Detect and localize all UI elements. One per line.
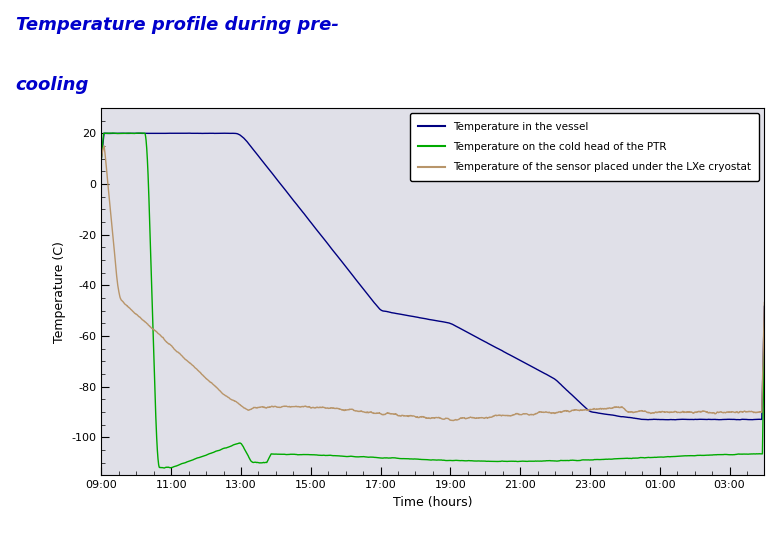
Temperature in the vessel (380, 308, 389, 314)
Temperature in the vessel (97, 154, 106, 161)
Temperature in the vessel (351, 276, 360, 283)
Temperature in the vessel (760, 303, 769, 309)
Temperature on the cold head of the PTR (675, 453, 685, 460)
Temperature of the sensor placed under the LXe cryostat (172, 349, 182, 355)
Temperature in the vessel (172, 130, 182, 137)
Temperature in the vessel (663, 416, 672, 423)
Temperature in the vessel (212, 130, 222, 137)
Temperature on the cold head of the PTR (159, 465, 168, 471)
Text: cooling: cooling (16, 76, 89, 93)
Y-axis label: Temperature (C): Temperature (C) (53, 241, 66, 342)
Temperature on the cold head of the PTR (352, 454, 361, 460)
Temperature in the vessel (675, 416, 685, 422)
Legend: Temperature in the vessel, Temperature on the cold head of the PTR, Temperature : Temperature in the vessel, Temperature o… (410, 113, 759, 181)
Temperature in the vessel (747, 416, 757, 423)
Line: Temperature on the cold head of the PTR: Temperature on the cold head of the PTR (101, 133, 764, 468)
Temperature of the sensor placed under the LXe cryostat (675, 409, 685, 416)
Temperature of the sensor placed under the LXe cryostat (351, 408, 360, 414)
Temperature on the cold head of the PTR (760, 329, 769, 336)
Temperature of the sensor placed under the LXe cryostat (747, 408, 757, 415)
Temperature on the cold head of the PTR (108, 130, 118, 136)
Temperature on the cold head of the PTR (97, 156, 106, 162)
Temperature of the sensor placed under the LXe cryostat (212, 384, 222, 390)
Temperature on the cold head of the PTR (747, 451, 757, 457)
Temperature on the cold head of the PTR (172, 462, 182, 469)
X-axis label: Time (hours): Time (hours) (393, 496, 473, 509)
Temperature of the sensor placed under the LXe cryostat (97, 155, 106, 161)
Temperature of the sensor placed under the LXe cryostat (380, 411, 389, 417)
Line: Temperature of the sensor placed under the LXe cryostat: Temperature of the sensor placed under t… (101, 146, 764, 421)
Temperature of the sensor placed under the LXe cryostat (99, 143, 108, 149)
Temperature in the vessel (185, 130, 194, 137)
Temperature of the sensor placed under the LXe cryostat (448, 417, 458, 424)
Temperature of the sensor placed under the LXe cryostat (760, 299, 769, 306)
Text: Temperature profile during pre-: Temperature profile during pre- (16, 16, 339, 34)
Temperature on the cold head of the PTR (212, 448, 222, 454)
Line: Temperature in the vessel: Temperature in the vessel (101, 133, 764, 420)
Temperature on the cold head of the PTR (380, 455, 389, 461)
